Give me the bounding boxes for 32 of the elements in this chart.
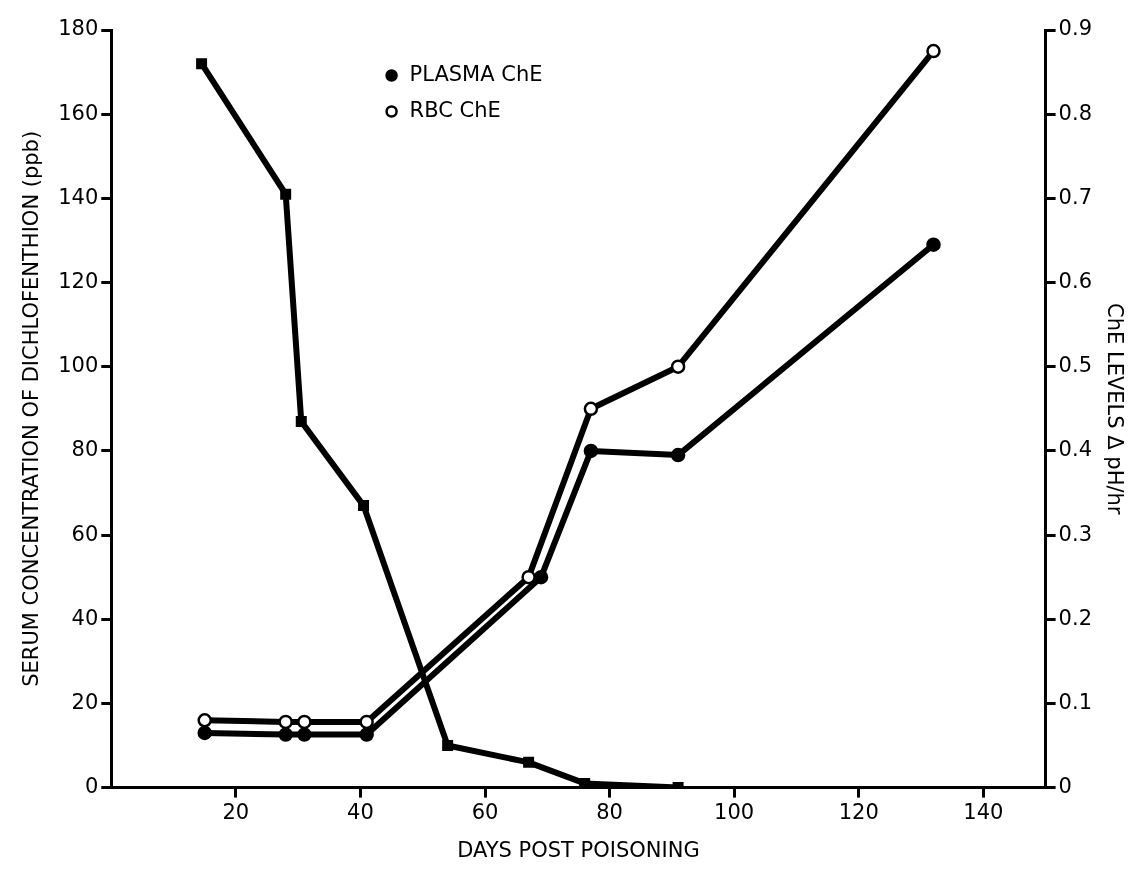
y2-tick-label: 0.7 — [1058, 184, 1093, 209]
y2-tick-label: 0.4 — [1058, 437, 1093, 462]
y2-tick-label: 0.5 — [1058, 353, 1093, 378]
y-tick-label: 20 — [71, 689, 99, 714]
y-tick-label: 140 — [58, 184, 99, 209]
legend-label: PLASMA ChE — [409, 61, 543, 86]
y-tick-label: 100 — [58, 353, 99, 378]
y2-tick-label: 0.1 — [1058, 689, 1093, 714]
x-tick-label: 60 — [471, 799, 499, 824]
y2-axis-title: ChE LEVELS Δ pH/hr — [1102, 303, 1127, 515]
y-tick-label: 120 — [58, 268, 99, 293]
legend-label: RBC ChE — [409, 97, 501, 122]
y-tick-label: 40 — [71, 605, 99, 630]
y2-tick-label: 0 — [1058, 774, 1072, 799]
x-tick-label: 120 — [838, 799, 879, 824]
y2-tick-label: 0.6 — [1058, 268, 1093, 293]
y2-tick-label: 0.8 — [1058, 100, 1093, 125]
y2-tick-label: 0.2 — [1058, 605, 1093, 630]
y-tick-label: 80 — [71, 437, 99, 462]
y-axis-title: SERUM CONCENTRATION OF DICHLOFENTHION (ppb) — [19, 130, 44, 687]
x-tick-label: 140 — [963, 799, 1004, 824]
x-tick-label: 80 — [596, 799, 623, 824]
y-tick-label: 60 — [71, 521, 99, 546]
x-tick-label: 100 — [714, 799, 755, 824]
y2-tick-label: 0.3 — [1058, 521, 1093, 546]
y-tick-label: 180 — [58, 16, 99, 41]
x-tick-label: 20 — [222, 799, 250, 824]
y-tick-label: 0 — [84, 774, 99, 799]
y-tick-label: 160 — [58, 100, 99, 125]
x-tick-label: 40 — [347, 799, 374, 824]
y2-tick-label: 0.9 — [1058, 16, 1093, 41]
x-axis-title: DAYS POST POISONING — [457, 837, 700, 862]
